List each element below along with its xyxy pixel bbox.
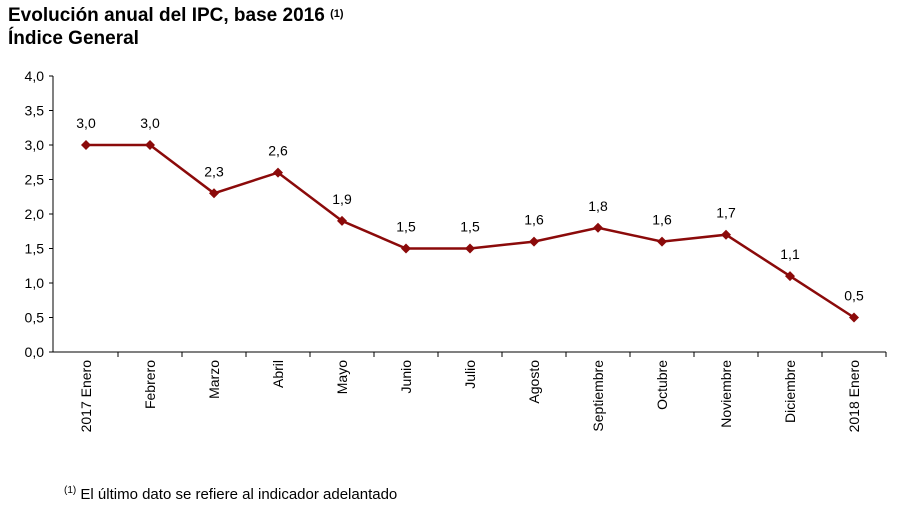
data-label: 3,0 <box>140 115 160 131</box>
data-point-marker <box>593 222 603 233</box>
x-tick-label: Septiembre <box>590 360 606 432</box>
title-note: (1) <box>330 8 344 20</box>
data-label: 1,1 <box>780 246 800 262</box>
data-label: 1,9 <box>332 191 352 207</box>
x-tick-label: Octubre <box>654 360 670 410</box>
x-tick-label: 2017 Enero <box>78 360 94 433</box>
x-tick-label: Abril <box>270 360 286 388</box>
footnote-mark: (1) <box>64 485 77 496</box>
footnote: (1) El último dato se refiere al indicad… <box>64 485 397 503</box>
data-label: 1,8 <box>588 198 608 214</box>
data-point-marker <box>337 215 347 226</box>
y-tick-label: 2,0 <box>25 206 45 222</box>
data-label: 3,0 <box>76 115 96 131</box>
footnote-text: El último dato se refiere al indicador a… <box>80 486 398 503</box>
data-point-marker <box>273 167 283 178</box>
x-tick-label: Noviembre <box>718 360 734 428</box>
chart-subtitle: Índice General <box>8 28 139 49</box>
data-label: 1,5 <box>396 219 416 235</box>
x-tick-label: Junio <box>398 360 414 394</box>
y-tick-label: 0,5 <box>25 310 45 326</box>
data-label: 2,3 <box>204 163 224 179</box>
title-text: Evolución anual del IPC, base 2016 <box>8 5 325 26</box>
x-tick-label: Diciembre <box>782 360 798 423</box>
data-point-marker <box>81 140 91 150</box>
x-tick-label: Julio <box>462 360 478 389</box>
data-label: 1,5 <box>460 219 480 235</box>
y-tick-label: 3,0 <box>25 137 45 153</box>
data-point-marker <box>465 243 475 254</box>
data-point-marker <box>401 243 411 254</box>
data-point-marker <box>785 271 795 282</box>
x-tick-label: Marzo <box>206 360 222 399</box>
data-label: 1,6 <box>652 212 672 228</box>
data-label: 0,5 <box>844 288 864 304</box>
data-point-marker <box>529 236 539 247</box>
x-tick-label: Agosto <box>526 360 542 404</box>
data-point-marker <box>145 140 155 150</box>
data-point-marker <box>721 229 731 240</box>
chart-title: Evolución anual del IPC, base 2016 (1) Í… <box>8 4 344 50</box>
y-tick-label: 0,0 <box>25 344 45 360</box>
x-tick-label: Febrero <box>142 360 158 409</box>
y-tick-label: 2,5 <box>25 172 45 188</box>
y-tick-label: 1,5 <box>25 241 45 257</box>
y-tick-label: 4,0 <box>25 68 45 84</box>
data-point-marker <box>209 188 219 199</box>
data-point-marker <box>849 312 859 323</box>
y-tick-label: 1,0 <box>25 275 45 291</box>
data-label: 2,6 <box>268 143 288 159</box>
x-tick-label: Mayo <box>334 360 350 394</box>
y-tick-label: 3,5 <box>25 103 45 119</box>
data-label: 1,7 <box>716 205 736 221</box>
x-tick-label: 2018 Enero <box>846 360 862 433</box>
data-point-marker <box>657 236 667 247</box>
data-label: 1,6 <box>524 212 544 228</box>
